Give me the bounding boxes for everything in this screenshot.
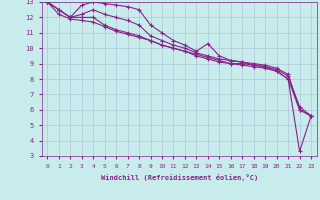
X-axis label: Windchill (Refroidissement éolien,°C): Windchill (Refroidissement éolien,°C): [100, 174, 258, 181]
